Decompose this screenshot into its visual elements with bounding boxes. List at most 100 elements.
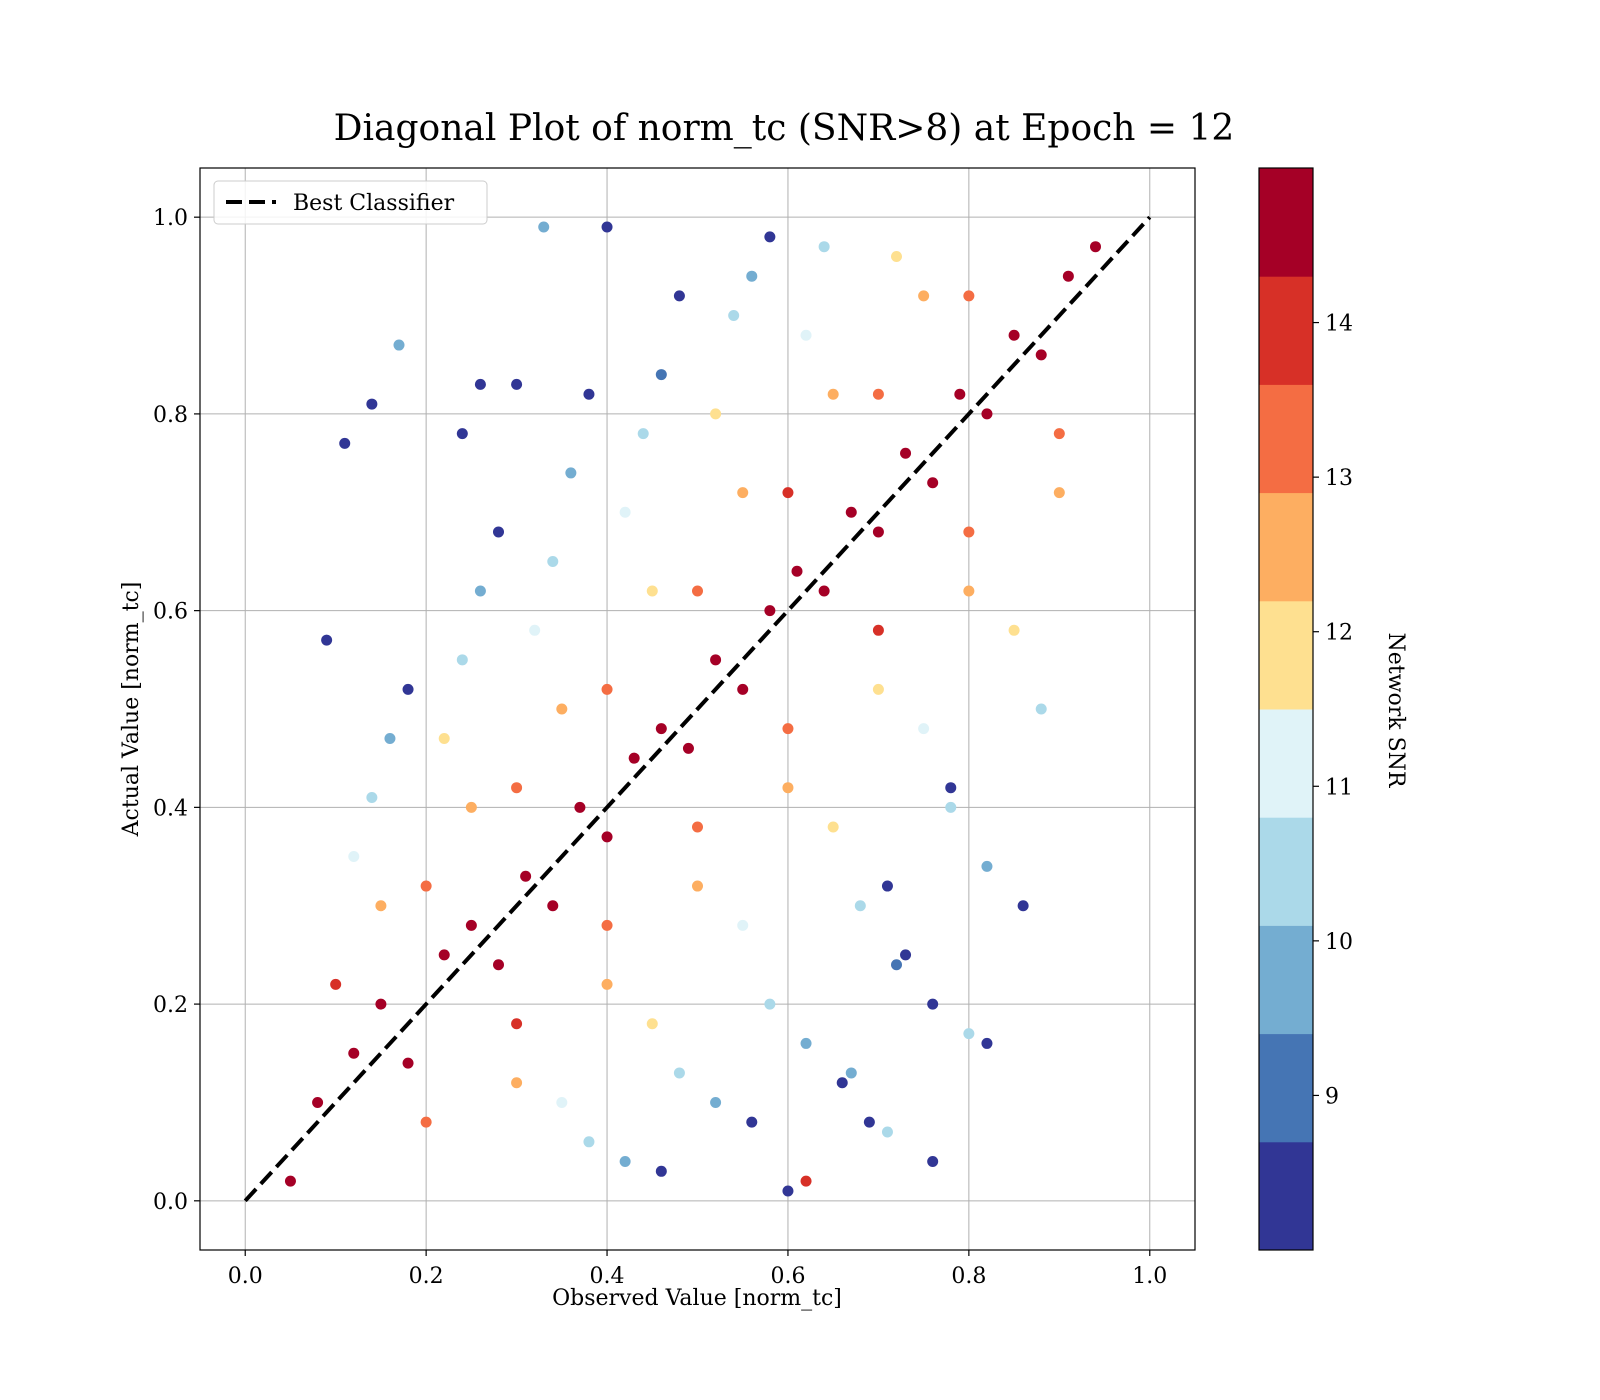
data-point	[628, 752, 640, 764]
data-point	[601, 683, 613, 695]
data-point	[692, 821, 703, 833]
data-point	[1062, 270, 1074, 282]
data-point	[827, 388, 839, 400]
colorbar-segment	[1259, 276, 1313, 385]
data-point	[366, 398, 378, 410]
data-point	[872, 388, 884, 400]
data-point	[348, 1047, 360, 1059]
data-point	[348, 851, 360, 863]
x-tick-label: 1.0	[1132, 1264, 1167, 1289]
data-point	[1035, 703, 1047, 715]
data-point	[872, 624, 884, 636]
data-point	[800, 329, 812, 341]
data-point	[655, 1165, 667, 1177]
x-axis-label: Observed Value [norm_tc]	[552, 1286, 842, 1311]
data-point	[945, 801, 957, 813]
data-point	[891, 251, 902, 263]
data-point	[520, 870, 532, 882]
legend-label: Best Classifier	[293, 191, 455, 216]
data-point	[1035, 349, 1047, 361]
data-point	[945, 782, 957, 794]
data-point	[438, 949, 450, 961]
y-tick-label: 1.0	[153, 206, 188, 231]
data-point	[1017, 900, 1029, 912]
colorbar-segment	[1259, 709, 1313, 818]
data-point	[764, 231, 776, 243]
data-point	[547, 900, 559, 912]
data-point	[601, 831, 613, 843]
data-point	[511, 782, 523, 794]
data-point	[456, 654, 468, 666]
data-point	[465, 801, 477, 813]
data-point	[692, 585, 703, 597]
data-point	[918, 723, 930, 735]
data-point	[963, 585, 975, 597]
data-point	[854, 900, 866, 912]
colorbar-label: Network SNR	[1383, 633, 1408, 789]
data-point	[330, 978, 342, 990]
data-point	[601, 221, 613, 233]
data-point	[872, 526, 884, 538]
plot-frame	[199, 167, 1196, 1251]
data-point	[402, 1057, 414, 1069]
data-point	[728, 310, 740, 322]
data-point	[1053, 428, 1065, 440]
data-point	[375, 998, 387, 1010]
data-point	[637, 428, 649, 440]
x-tick-label: 0.4	[590, 1264, 625, 1289]
data-point	[872, 683, 884, 695]
y-tick-label: 0.0	[153, 1190, 188, 1215]
data-point	[927, 1155, 939, 1167]
data-point	[511, 1018, 523, 1030]
data-point	[800, 1037, 812, 1049]
data-point	[493, 526, 504, 538]
data-point	[1053, 487, 1065, 499]
colorbar-tick-label: 14	[1325, 312, 1353, 337]
colorbar-segment	[1259, 1141, 1313, 1251]
data-point	[827, 821, 839, 833]
data-point	[655, 369, 667, 381]
data-point	[891, 959, 902, 971]
data-point	[954, 388, 966, 400]
data-point	[764, 605, 776, 617]
data-point	[673, 290, 685, 302]
data-point	[746, 1116, 758, 1128]
data-point	[692, 880, 703, 892]
data-point	[474, 378, 486, 390]
colorbar-tick-label: 10	[1325, 930, 1353, 955]
colorbar-segment	[1259, 600, 1313, 710]
colorbar-frame	[1258, 167, 1314, 1251]
colorbar: 9 10 11 12 13 14	[1258, 167, 1353, 1251]
data-point	[746, 270, 758, 282]
colorbar-segment	[1259, 817, 1313, 926]
data-point	[800, 1175, 812, 1187]
data-point	[782, 487, 794, 499]
data-point	[845, 1067, 857, 1079]
data-point	[710, 408, 722, 420]
data-point	[384, 733, 396, 745]
x-axis-ticks: 0.0 0.2 0.4 0.6 0.8 1.0	[228, 1250, 1167, 1289]
data-point	[737, 919, 749, 931]
data-point	[393, 339, 405, 351]
data-point	[927, 477, 939, 489]
data-point	[511, 378, 523, 390]
y-tick-label: 0.4	[153, 796, 188, 821]
data-point	[963, 526, 975, 538]
data-point	[601, 919, 613, 931]
data-point	[366, 792, 378, 804]
data-point	[339, 437, 351, 449]
data-point	[1008, 329, 1020, 341]
legend-box	[213, 180, 488, 225]
legend: Best Classifier	[213, 180, 488, 225]
data-point	[402, 683, 414, 695]
data-point	[456, 428, 468, 440]
data-point	[927, 998, 939, 1010]
data-point	[284, 1175, 296, 1187]
x-tick-label: 0.0	[228, 1264, 263, 1289]
x-tick-label: 0.8	[951, 1264, 986, 1289]
data-point	[646, 585, 658, 597]
x-tick-label: 0.6	[770, 1264, 805, 1289]
data-point	[963, 1028, 975, 1040]
data-point	[619, 506, 631, 518]
